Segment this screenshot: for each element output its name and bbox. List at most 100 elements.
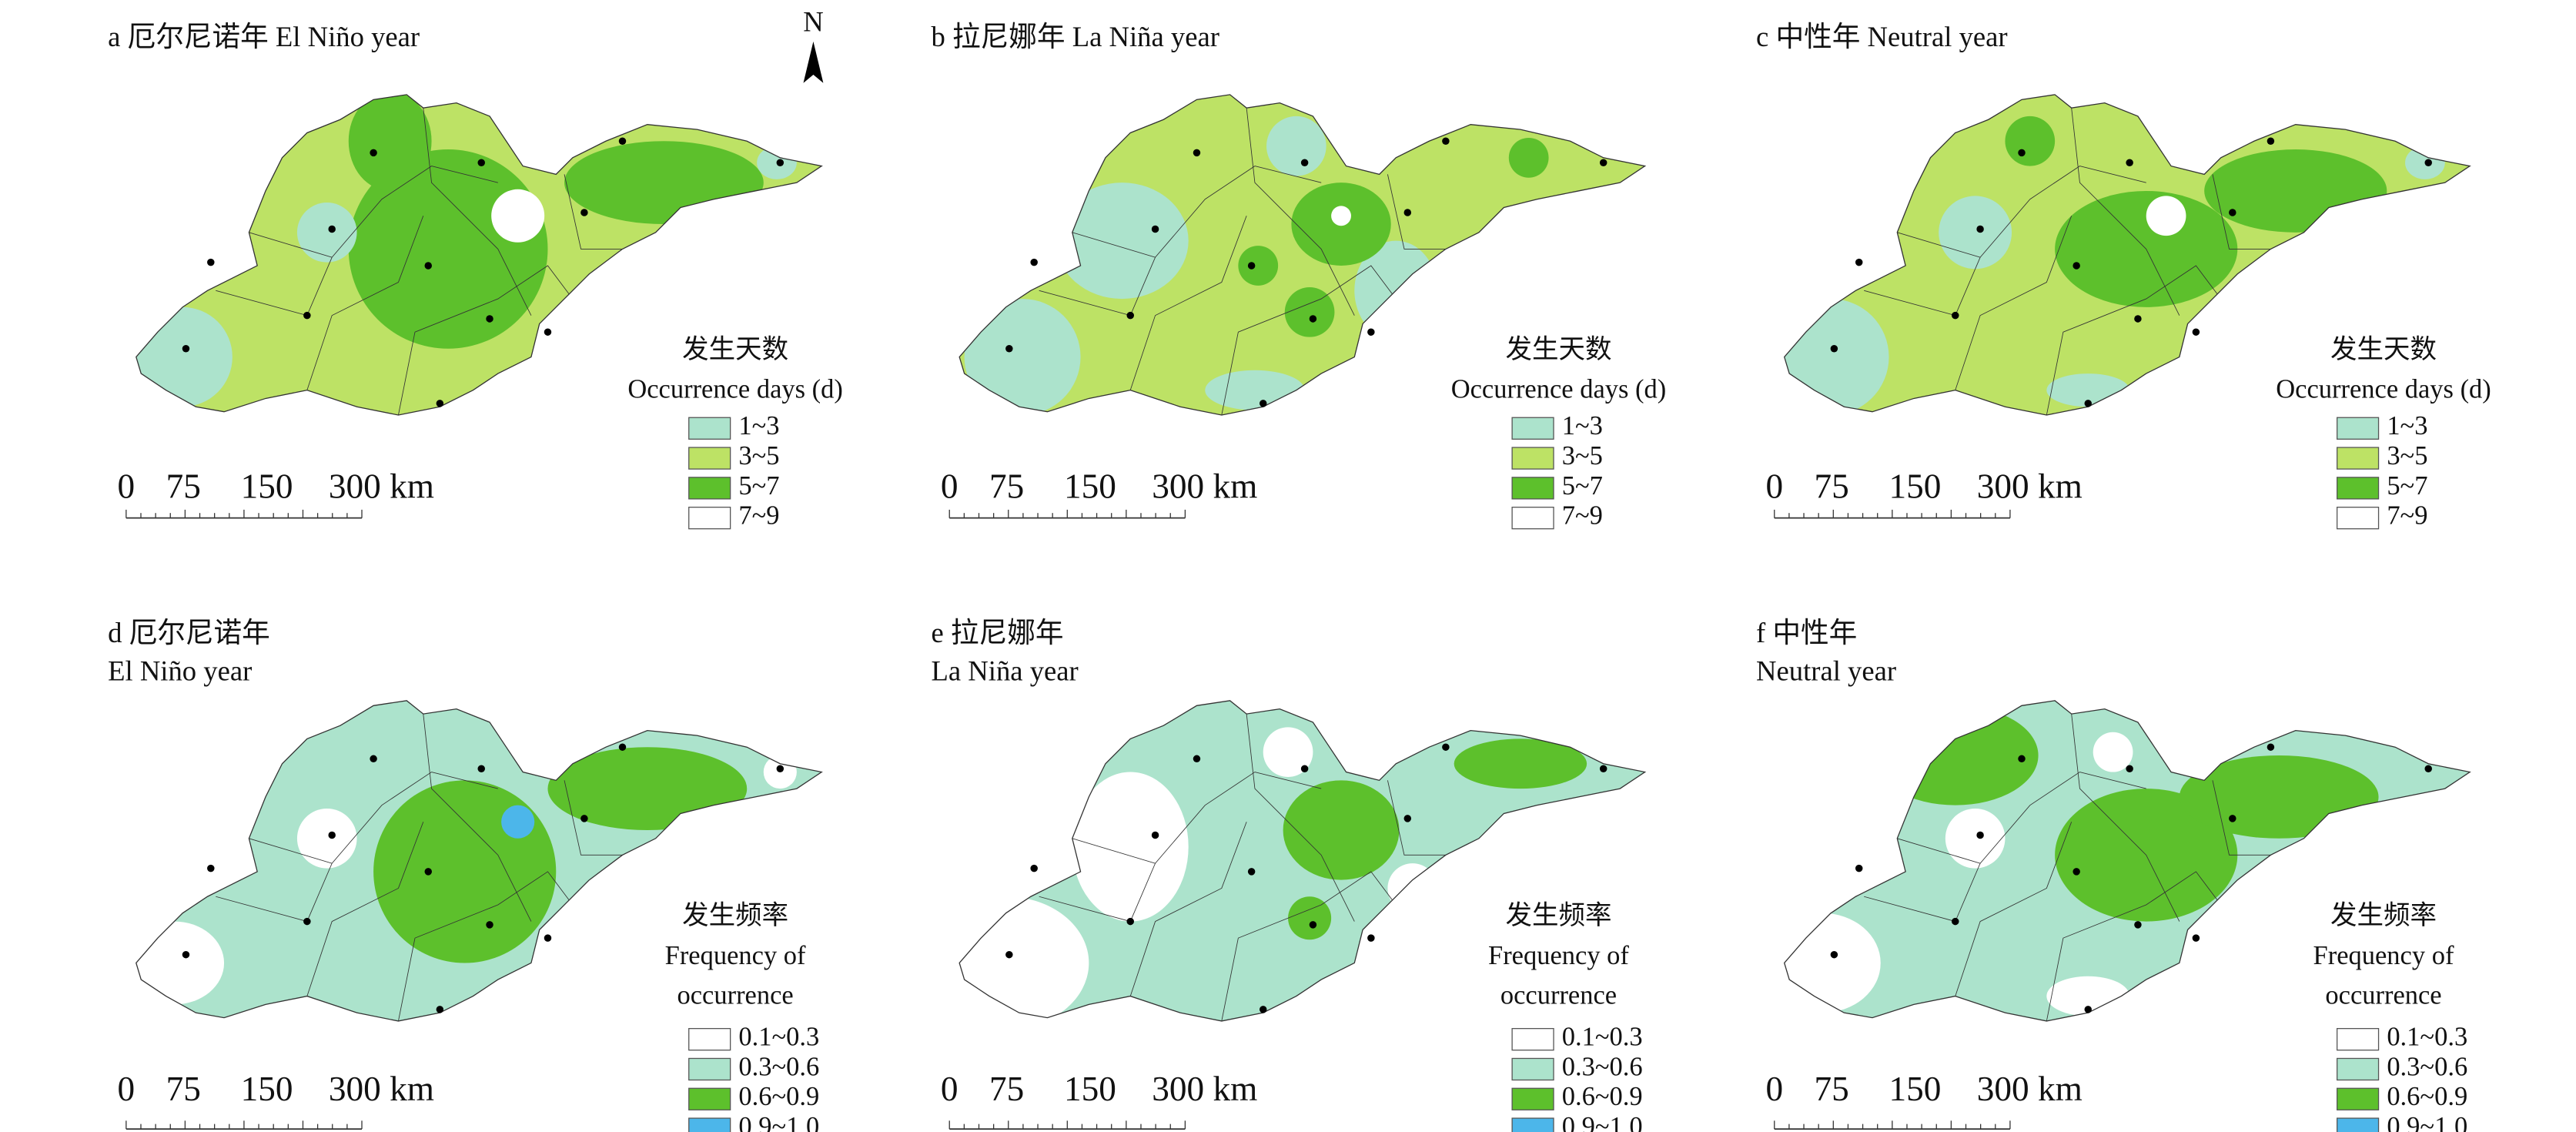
scale-label: 75 xyxy=(1815,467,1849,505)
scale-label: 150 xyxy=(1889,467,1942,505)
legend-label: 0.9~1.0 xyxy=(1562,1112,1643,1132)
county-border xyxy=(564,174,623,250)
scale-label: 300 km xyxy=(329,1070,434,1108)
station xyxy=(1151,225,1159,233)
zone xyxy=(1284,286,1335,337)
station xyxy=(1300,765,1309,772)
panel-title: a 厄尔尼诺年 El Niño year xyxy=(108,21,420,52)
map-fill xyxy=(1784,108,2445,415)
county-border xyxy=(1221,871,1397,1021)
legend-swatch xyxy=(1511,417,1554,440)
map-outline xyxy=(135,700,823,1022)
station xyxy=(580,815,588,822)
legend-swatch xyxy=(1511,1057,1554,1081)
panel: f 中性年 Neutral year 发生频率 Frequency of occurre… xyxy=(1756,617,2471,1132)
county-border xyxy=(1246,714,1355,922)
station xyxy=(1976,831,1984,839)
station xyxy=(2267,137,2275,146)
legend-title: Frequency of xyxy=(2313,941,2454,970)
map-fill xyxy=(1784,705,2379,1021)
legend-label: 0.6~0.9 xyxy=(2387,1082,2467,1111)
scale-label: 0 xyxy=(1765,1070,1783,1108)
legend-label: 0.9~1.0 xyxy=(2387,1112,2467,1132)
panel: c 中性年 Neutral year 发生天数 Occurrence days (d… xyxy=(1756,21,2491,530)
legend-label: 5~7 xyxy=(2387,471,2427,501)
zone xyxy=(564,141,764,225)
legend-label: 0.3~0.6 xyxy=(1562,1052,1643,1081)
zone xyxy=(1387,863,1438,913)
legend-swatch xyxy=(2337,1117,2380,1132)
scale-label: 150 xyxy=(241,1070,293,1108)
legend-swatch xyxy=(688,1057,731,1081)
scale-label: 0 xyxy=(118,467,135,505)
county-border xyxy=(1387,174,1446,250)
station xyxy=(1193,755,1201,763)
zone xyxy=(1263,727,1313,778)
legend-swatch xyxy=(2337,417,2380,440)
panel-title: f 中性年 xyxy=(1756,617,1857,648)
map-outline xyxy=(958,700,1647,1022)
legend-swatch xyxy=(688,447,731,470)
map-outline xyxy=(1783,94,2471,416)
station xyxy=(2134,315,2142,323)
scale-label: 300 km xyxy=(1977,467,2083,505)
station xyxy=(1599,765,1607,772)
station xyxy=(1005,345,1013,353)
station xyxy=(1952,917,1959,926)
zone xyxy=(1784,299,1889,415)
station xyxy=(544,934,552,942)
station xyxy=(2424,159,2432,167)
map-fill xyxy=(959,714,1587,1021)
zone xyxy=(1283,780,1400,880)
legend-label: 0.6~0.9 xyxy=(738,1082,819,1111)
legend-swatch xyxy=(2337,477,2380,500)
zone xyxy=(135,921,225,1005)
legend-label: 7~9 xyxy=(738,501,779,531)
station xyxy=(1855,258,1863,266)
legend-title: occurrence xyxy=(2325,981,2441,1010)
zone xyxy=(348,94,432,191)
station xyxy=(776,159,785,167)
station xyxy=(1247,868,1256,876)
panel-title: Neutral year xyxy=(1756,655,1896,687)
zone xyxy=(1872,705,2039,805)
map-base xyxy=(959,94,1645,415)
legend-label: 0.1~0.3 xyxy=(2387,1023,2467,1052)
county-border xyxy=(1955,216,2073,390)
legend-title: Frequency of xyxy=(665,941,806,970)
legend-swatch xyxy=(688,1087,731,1110)
station xyxy=(424,262,432,270)
legend-title: 发生频率 xyxy=(682,901,788,930)
county-border xyxy=(2046,871,2222,1021)
zone xyxy=(1288,896,1332,940)
legend-title: Frequency of xyxy=(1488,941,1629,970)
station xyxy=(1830,950,1838,959)
county-border xyxy=(249,166,498,258)
zone xyxy=(1266,116,1326,176)
scale-label: 0 xyxy=(1765,467,1783,505)
station xyxy=(1030,864,1038,872)
station xyxy=(2267,743,2275,751)
panel: d 厄尔尼诺年 El Niño year 发生频率 Frequency of occur… xyxy=(108,617,823,1132)
zone xyxy=(491,189,545,243)
panel-title: El Niño year xyxy=(108,655,252,687)
station xyxy=(1259,400,1267,407)
zone xyxy=(1508,137,1549,178)
legend-swatch xyxy=(2337,1087,2380,1110)
county-border xyxy=(1246,108,1355,316)
station xyxy=(1309,921,1317,929)
station xyxy=(370,755,377,763)
panel: a 厄尔尼诺年 El Niño year 发生天数 Occurrence days … xyxy=(108,6,843,531)
legend-label: 7~9 xyxy=(2387,501,2427,531)
panel-title: e 拉尼娜年 xyxy=(932,617,1064,648)
station xyxy=(303,311,311,320)
station xyxy=(2073,868,2080,876)
legend-title: Occurrence days (d) xyxy=(627,375,843,404)
zone xyxy=(135,306,233,407)
station xyxy=(2018,755,2026,763)
station xyxy=(477,159,485,167)
legend-swatch xyxy=(2337,447,2380,470)
zone xyxy=(964,299,1081,415)
station xyxy=(182,345,190,353)
station xyxy=(1367,328,1375,336)
